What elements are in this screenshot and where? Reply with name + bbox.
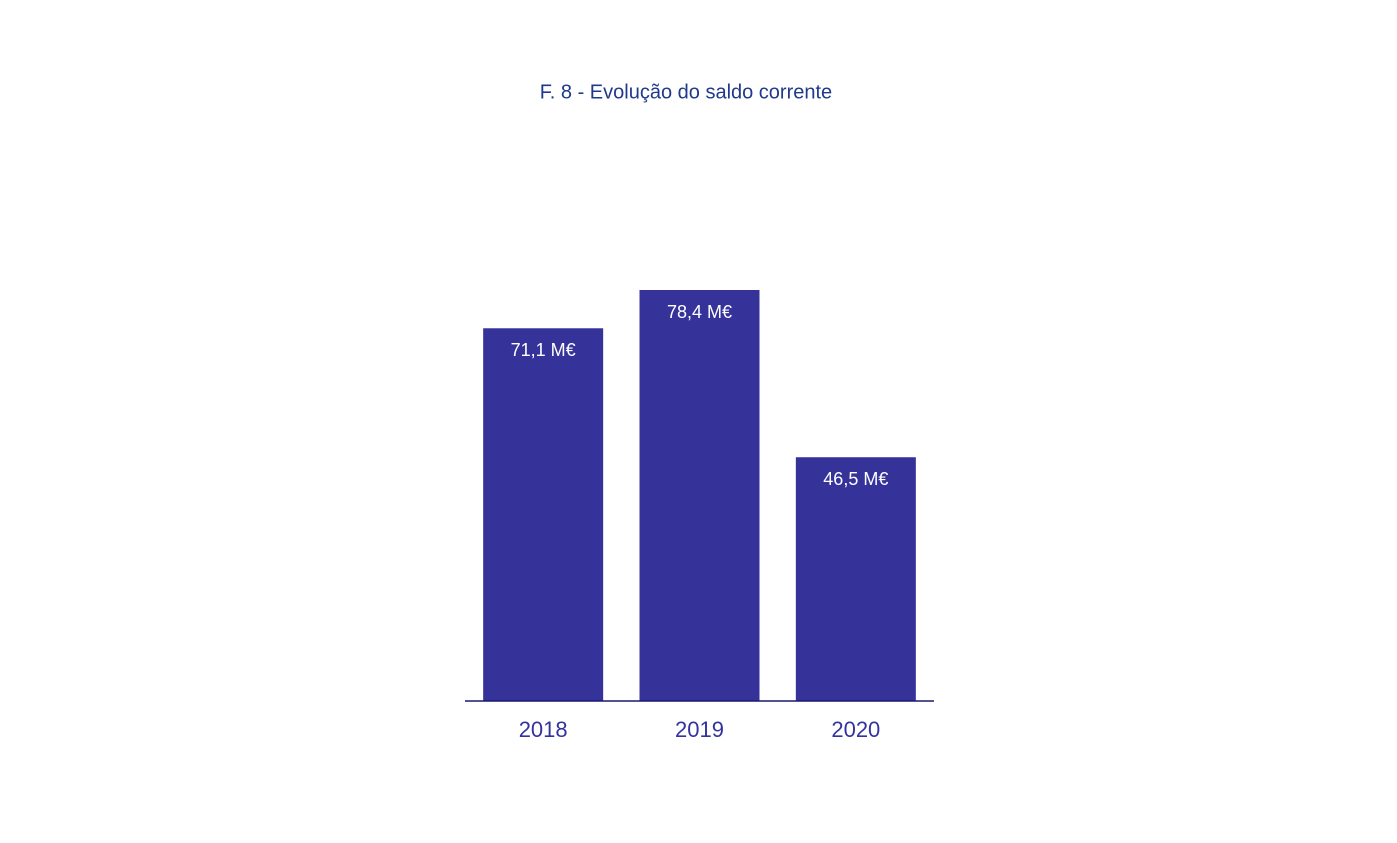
bar — [795, 457, 916, 701]
x-tick-label: 2018 — [519, 717, 568, 742]
bar — [639, 290, 760, 701]
x-tick-label: 2019 — [675, 717, 724, 742]
bar — [483, 328, 604, 701]
chart-title: F. 8 - Evolução do saldo corrente — [540, 81, 832, 103]
value-label: 46,5 M€ — [823, 469, 888, 489]
value-label: 78,4 M€ — [667, 302, 732, 322]
x-tick-label: 2020 — [831, 717, 880, 742]
value-label: 71,1 M€ — [511, 340, 576, 360]
